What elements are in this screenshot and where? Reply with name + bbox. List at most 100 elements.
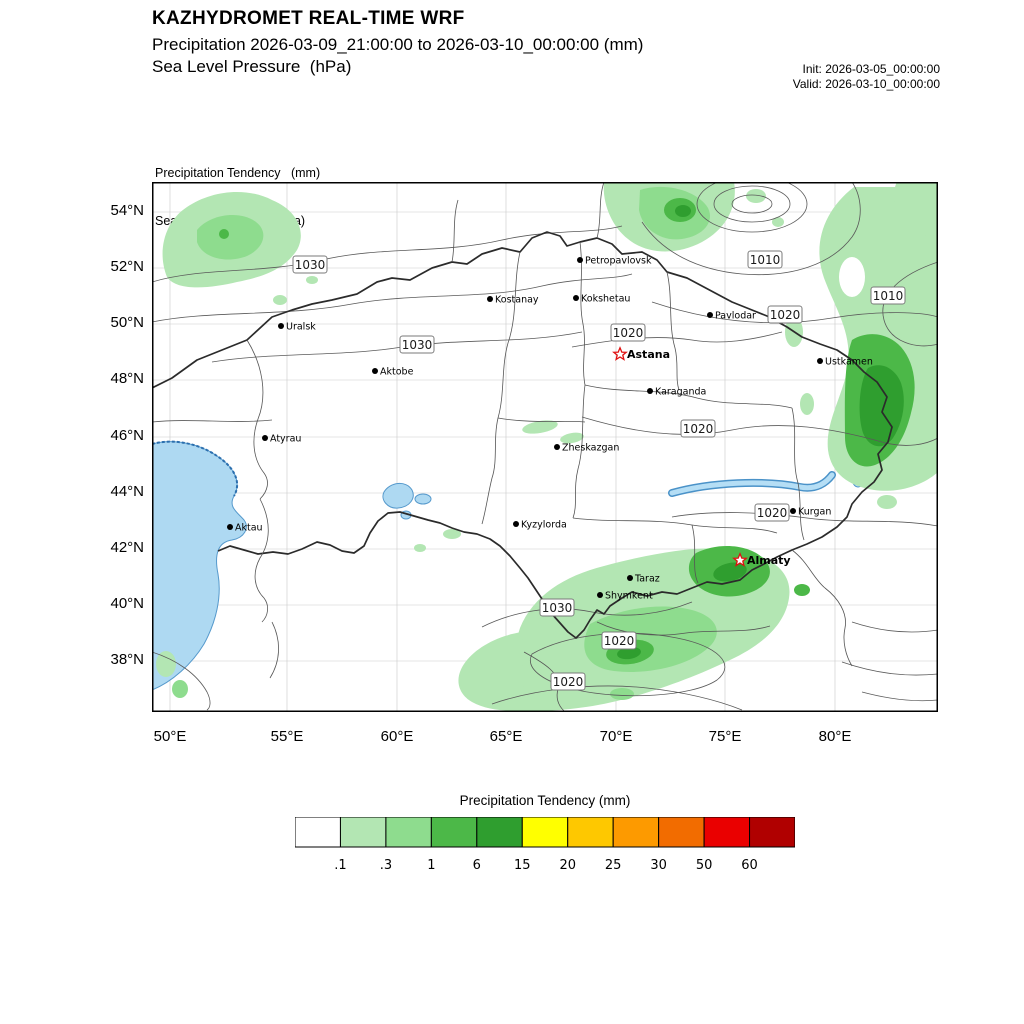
city-dot: [597, 592, 603, 598]
colorbar-cell: [385, 816, 432, 848]
precip-area: [560, 432, 584, 444]
colorbar-cell: [521, 816, 569, 848]
precip-area: [156, 651, 176, 677]
precip-area: [746, 189, 766, 203]
colorbar-cell: [294, 816, 341, 848]
header: KAZHYDROMET REAL-TIME WRF Precipitation …: [152, 8, 932, 78]
colorbar-panel: Precipitation Tendency (mm) .1 .3 1 6 15 20 25…: [294, 793, 796, 882]
colorbar-tick-label: 20: [559, 858, 576, 873]
legend-precip-tendency: Precipitation Tendency (mm): [155, 166, 321, 180]
lon-tick-label: 60°E: [380, 728, 414, 745]
city-marker: Kokshetau: [573, 294, 630, 305]
colorbar-cell: [567, 816, 614, 848]
precip-area: [772, 217, 784, 227]
lon-tick-label: 65°E: [489, 728, 523, 745]
city-dot: [573, 295, 579, 301]
city-label: Atyrau: [270, 434, 301, 445]
valid-time: Valid: 2026-03-10_00:00:00: [792, 77, 940, 91]
colorbar-cell: [749, 816, 796, 848]
lat-tick-label: 52°N: [110, 258, 144, 275]
capital-marker: Astana: [612, 346, 670, 361]
lat-tick-label: 48°N: [110, 370, 144, 387]
lat-tick-label: 54°N: [110, 202, 144, 219]
pressure-label: 1020: [767, 305, 803, 324]
precip-area: [458, 632, 524, 711]
pressure-label: 1010: [747, 250, 783, 269]
aral-sea: [382, 483, 414, 509]
city-marker: Zheskazgan: [554, 443, 619, 454]
colorbar-cell: [476, 816, 523, 848]
pressure-label: 1020: [610, 323, 646, 342]
colorbar-title: Precipitation Tendency (mm): [459, 793, 631, 808]
map-panel: 1030 1010 1010 1020 1030 1020 1020 1020 1030 1020…: [152, 182, 938, 712]
svg-text:1020: 1020: [683, 422, 714, 436]
lon-tick-label: 70°E: [599, 728, 633, 745]
city-label: Aktau: [235, 523, 263, 534]
precip-area: [610, 688, 634, 700]
precip-gap: [839, 257, 865, 297]
colorbar-tick-label: 60: [741, 858, 758, 873]
pressure-label: 1020: [550, 672, 586, 691]
city-dot: [817, 358, 823, 364]
svg-text:1020: 1020: [613, 326, 644, 340]
city-dot: [262, 435, 268, 441]
lon-tick-label: 75°E: [708, 728, 742, 745]
pressure-label: 1030: [539, 598, 575, 617]
city-dot: [487, 296, 493, 302]
lat-tick-label: 46°N: [110, 427, 144, 444]
colorbar-cell: [612, 816, 660, 848]
city-label: Pavlodar: [715, 311, 756, 322]
svg-text:1030: 1030: [402, 338, 433, 352]
kazakhstan-border: [152, 231, 893, 639]
pressure-label-layer: 1030 1010 1010 1020 1030 1020 1020 1020 1030 1020…: [292, 250, 906, 691]
city-dot: [372, 368, 378, 374]
latitude-axis: 54°N 52°N 50°N 48°N 46°N 44°N 42°N 40°N 38°N: [92, 182, 144, 712]
aral-sea-east: [414, 493, 432, 505]
lon-tick-label: 50°E: [153, 728, 187, 745]
capital-star-icon: [612, 346, 628, 361]
page-title: KAZHYDROMET REAL-TIME WRF: [152, 8, 465, 29]
precip-area: [197, 215, 264, 260]
city-marker: Aktobe: [372, 367, 414, 378]
city-marker: Uralsk: [278, 322, 316, 333]
city-label: Zheskazgan: [562, 443, 619, 454]
city-label: Kostanay: [495, 295, 539, 306]
longitude-axis: 50°E 55°E 60°E 65°E 70°E 75°E 80°E: [152, 714, 938, 754]
pressure-contour-layer: [152, 182, 938, 711]
svg-text:1020: 1020: [553, 675, 584, 689]
pressure-label: 1030: [399, 335, 435, 354]
city-label: Aktobe: [380, 367, 414, 378]
city-label: Taraz: [634, 574, 660, 585]
city-marker: Kurgan: [790, 507, 831, 518]
city-dot: [627, 575, 633, 581]
colorbar: .1 .3 1 6 15 20 25 30 50 60: [294, 816, 796, 873]
precip-area: [273, 295, 287, 305]
colorbar-tick-label: 6: [473, 858, 481, 873]
precip-area: [414, 544, 426, 552]
city-label: Karaganda: [655, 387, 706, 398]
lat-tick-label: 42°N: [110, 539, 144, 556]
colorbar-cell: [703, 816, 751, 848]
precip-area: [894, 182, 938, 236]
precip-area: [617, 646, 641, 660]
city-dot: [647, 388, 653, 394]
svg-text:1020: 1020: [604, 634, 635, 648]
city-label: Kurgan: [798, 507, 831, 518]
run-info: Init: 2026-03-05_00:00:00 Valid: 2026-03…: [793, 62, 940, 92]
precip-area: [877, 495, 897, 509]
precip-area: [172, 680, 188, 698]
precip-area: [713, 562, 747, 582]
precipitation-layer: [156, 182, 938, 711]
colorbar-tick-label: 1: [427, 858, 435, 873]
precip-area: [219, 229, 229, 239]
city-marker: Petropavlovsk: [577, 256, 652, 267]
map-frame: [152, 182, 938, 712]
city-label: Kokshetau: [581, 294, 630, 305]
city-marker: Pavlodar: [707, 311, 756, 322]
precip-area: [306, 276, 318, 284]
city-dot: [554, 444, 560, 450]
city-dot: [790, 508, 796, 514]
city-marker: Taraz: [627, 574, 660, 585]
svg-text:1030: 1030: [542, 601, 573, 615]
